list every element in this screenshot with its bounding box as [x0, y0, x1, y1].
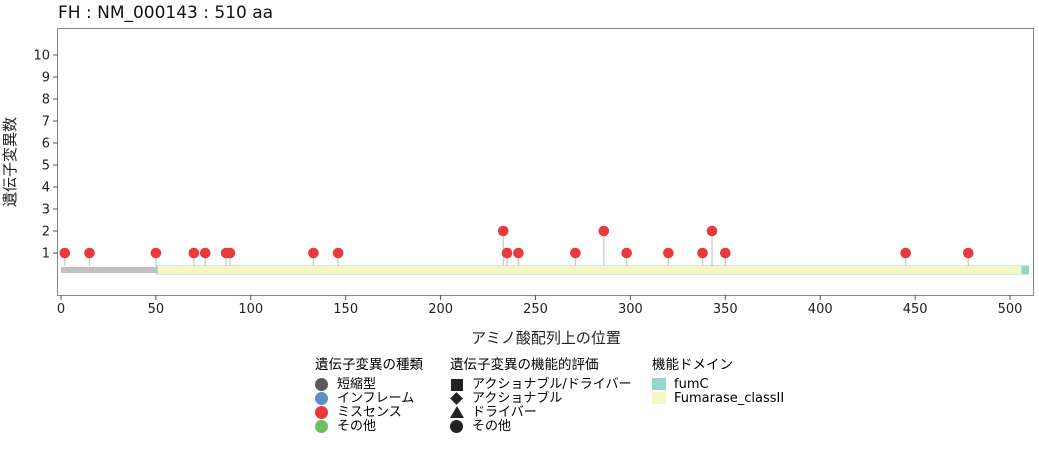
fumc-color-swatch: [652, 378, 666, 390]
legend-label: アクショナブル/ドライバー: [472, 377, 632, 392]
legend-item-other: その他: [315, 420, 423, 434]
legend-domains: 機能ドメイン fumC Fumarase_classII: [652, 358, 784, 406]
x-tick-label: 200: [428, 302, 453, 317]
protein-track: [61, 265, 1029, 275]
x-tick-label: 300: [618, 302, 643, 317]
legend-item-truncating: 短縮型: [315, 378, 423, 392]
mutation-marker: [720, 247, 731, 259]
mutation-marker: [598, 225, 610, 237]
legend-label: ドライバー: [472, 405, 537, 420]
mutation-marker: [697, 247, 708, 259]
x-tick-label: 500: [998, 302, 1023, 317]
diamond-icon: [450, 392, 463, 405]
legend-label: Fumarase_classII: [674, 391, 785, 406]
mutation-marker: [84, 247, 95, 259]
circle-icon: [450, 420, 463, 433]
lollipop-chart: FH : NM_000143 : 510 aa 1 2 3 4 5 6 7 8 9 10 0 50 1…: [1, 3, 1034, 347]
legend-label: fumC: [674, 377, 709, 392]
mutation-marker: [621, 247, 632, 259]
y-tick-label: 2: [42, 225, 50, 240]
y-tick-label: 10: [33, 49, 50, 64]
mutation-marker: [513, 247, 524, 259]
x-axis-title: アミノ酸配列上の位置: [471, 329, 621, 347]
mutation-marker: [663, 247, 674, 259]
legend-title: 遺伝子変異の種類: [315, 357, 423, 373]
legend-label: その他: [472, 419, 512, 434]
triangle-icon: [450, 406, 464, 418]
mutation-marker: [308, 247, 319, 259]
legend-item-other-eval: その他: [450, 420, 631, 434]
domain-fumarase-classii: [157, 266, 1022, 274]
y-tick-label: 3: [42, 203, 50, 218]
legend-item-missense: ミスセンス: [315, 406, 423, 420]
mutation-marker: [199, 247, 211, 259]
other-color-swatch: [315, 420, 328, 433]
square-icon: [451, 379, 463, 391]
x-tick-label: 450: [903, 302, 928, 317]
legend-item-actionable: アクショナブル: [450, 392, 631, 406]
legend-label: その他: [337, 419, 377, 434]
plot-area: [57, 28, 1034, 296]
legend-item-actionable-driver: アクショナブル/ドライバー: [450, 378, 631, 392]
mutation-marker: [224, 247, 236, 259]
y-tick-label: 6: [42, 137, 50, 152]
mutation-marker: [150, 247, 162, 259]
mutation-marker: [501, 247, 513, 259]
legend-label: 短縮型: [337, 377, 377, 392]
mutation-lollipops: [59, 225, 974, 266]
x-axis: 0 50 100 150 200 250 300 350 400 450 500: [57, 295, 1023, 317]
y-tick-label: 9: [42, 71, 50, 86]
y-tick-label: 1: [42, 247, 50, 262]
legend-title: 機能ドメイン: [652, 357, 733, 373]
missense-color-swatch: [315, 406, 328, 419]
mutation-marker: [706, 225, 718, 237]
inframe-color-swatch: [315, 392, 328, 405]
legend-label: ミスセンス: [337, 405, 402, 420]
mutation-marker: [188, 247, 200, 259]
y-tick-label: 8: [42, 93, 50, 108]
legend-item-fumc: fumC: [652, 378, 784, 392]
x-tick-label: 350: [713, 302, 738, 317]
chart-title: FH : NM_000143 : 510 aa: [58, 3, 273, 23]
legend-functional-evaluation: 遺伝子変異の機能的評価 アクショナブル/ドライバー アクショナブル ドライバー …: [450, 358, 631, 434]
mutation-marker: [900, 247, 911, 259]
legend-item-inframe: インフレーム: [315, 392, 423, 406]
fumarase-color-swatch: [652, 392, 666, 404]
y-axis-title: 遺伝子変異数: [1, 117, 19, 207]
x-tick-label: 0: [57, 302, 65, 317]
legend-title: 遺伝子変異の機能的評価: [450, 357, 599, 373]
legend-item-driver: ドライバー: [450, 406, 631, 420]
x-tick-label: 400: [808, 302, 833, 317]
legend-item-fumarase-classii: Fumarase_classII: [652, 392, 784, 406]
y-axis: 1 2 3 4 5 6 7 8 9 10: [33, 49, 58, 262]
x-tick-label: 100: [238, 302, 263, 317]
mutation-marker: [332, 247, 344, 259]
y-tick-label: 7: [42, 115, 50, 130]
mutation-marker: [962, 247, 974, 259]
legend-label: アクショナブル: [472, 391, 563, 406]
legend-mutation-types: 遺伝子変異の種類 短縮型 インフレーム ミスセンス その他: [315, 358, 423, 434]
y-tick-label: 5: [42, 159, 50, 174]
truncating-color-swatch: [315, 378, 328, 391]
legend-label: インフレーム: [337, 391, 415, 406]
x-tick-label: 50: [148, 302, 165, 317]
mutation-marker: [497, 225, 509, 237]
x-tick-label: 250: [523, 302, 548, 317]
y-tick-label: 4: [42, 181, 50, 196]
mutation-marker: [59, 247, 71, 259]
x-tick-label: 150: [333, 302, 358, 317]
mutation-marker: [570, 247, 581, 259]
